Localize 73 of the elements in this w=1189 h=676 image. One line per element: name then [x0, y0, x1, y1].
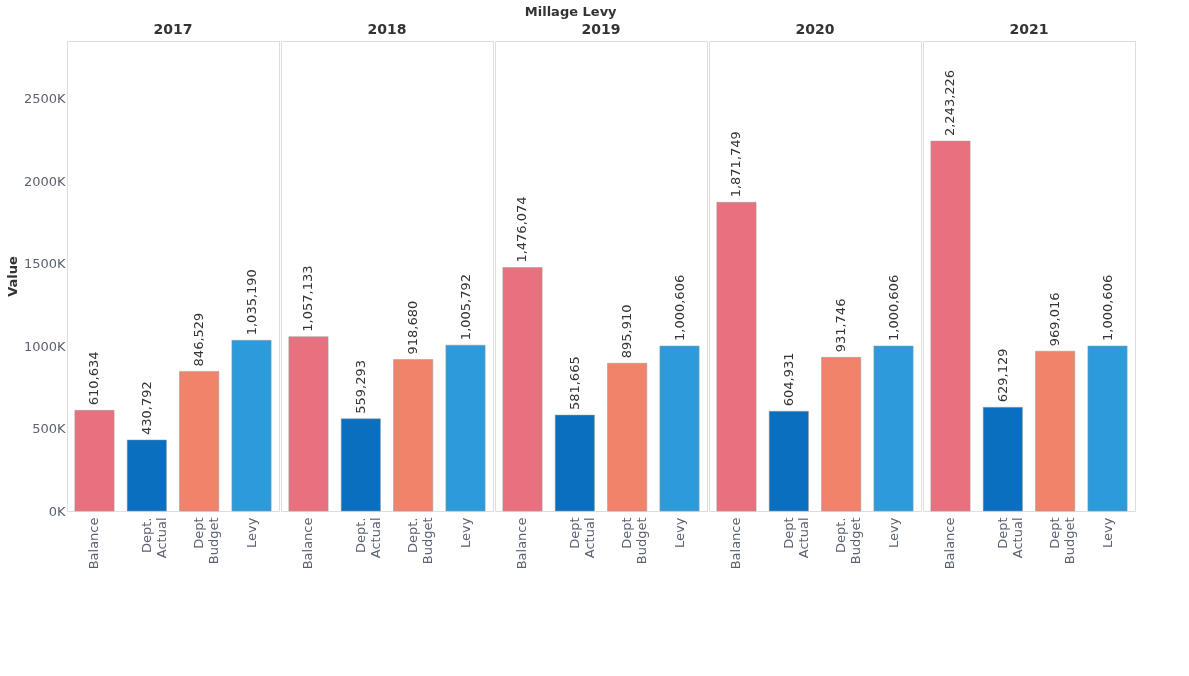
x-tick-label: Balance: [86, 517, 102, 570]
x-tick-label: Dept Actual: [566, 517, 597, 559]
data-label: 1,057,133: [300, 265, 316, 332]
data-label: 1,005,792: [457, 273, 473, 341]
bar: [930, 140, 971, 512]
data-label: 1,476,074: [514, 196, 530, 263]
data-label: 604,931: [780, 352, 796, 407]
text: Millage Levy: [524, 3, 618, 19]
x-tick-label: Levy: [1099, 517, 1115, 548]
data-label: 559,293: [352, 360, 368, 414]
x-tick-label: Levy: [243, 517, 259, 548]
chart-title: 2018: [367, 21, 407, 37]
bar: [445, 344, 486, 512]
bar: [288, 336, 329, 512]
x-tick-label: Dept Actual: [780, 517, 811, 559]
x-tick-label: Balance: [300, 517, 316, 570]
data-label: 1,035,190: [243, 269, 259, 336]
x-tick-label: Dept Budget: [619, 517, 650, 565]
x-tick-label: Dept Actual: [994, 517, 1025, 559]
x-tick-label: Balance: [728, 517, 744, 570]
data-label: 2,243,226: [942, 69, 958, 137]
data-label: 629,129: [994, 348, 1010, 403]
chart-title: 2021: [1009, 21, 1049, 37]
bar: [74, 410, 115, 512]
x-tick-label: Levy: [671, 517, 687, 548]
data-label: 931,746: [833, 298, 849, 353]
x-tick-label: Dept. Actual: [138, 517, 169, 559]
data-label: 430,792: [138, 381, 154, 435]
bar: [340, 418, 381, 512]
chart-title: 2020: [795, 21, 835, 37]
x-tick-label: Balance: [514, 517, 530, 570]
bar: [126, 439, 167, 512]
x-tick-label: Levy: [457, 517, 473, 548]
bar: [231, 340, 272, 512]
y-tick-label: 2500K: [23, 91, 66, 107]
bar: [982, 407, 1023, 512]
bar: [768, 410, 809, 512]
bar: [502, 267, 543, 512]
x-tick-label: Dept. Actual: [352, 517, 383, 559]
bar: [1035, 350, 1076, 512]
bar: [179, 371, 220, 512]
bar: [607, 363, 648, 512]
chart-title: 2019: [581, 21, 621, 37]
data-label: 918,680: [405, 300, 421, 355]
y-axis-title: Value: [4, 255, 20, 297]
x-tick-label: Dept. Budget: [405, 517, 436, 565]
data-label: 1,000,606: [885, 274, 901, 341]
chart-title: 2017: [153, 21, 193, 37]
data-label: 846,529: [191, 312, 207, 367]
x-tick-label: Balance: [942, 517, 958, 570]
bar: [873, 345, 914, 512]
bar: [393, 359, 434, 512]
bar: [1087, 345, 1128, 512]
x-tick-label: Dept Budget: [1047, 517, 1078, 565]
data-label: 581,665: [566, 356, 582, 411]
bar: [716, 202, 757, 512]
bar: [659, 345, 700, 512]
data-label: 1,000,606: [1099, 274, 1115, 341]
y-tick-label: 1500K: [23, 256, 66, 272]
data-label: 1,000,606: [671, 274, 687, 341]
y-tick-label: 0K: [48, 503, 66, 519]
y-tick-label: 500K: [32, 421, 66, 437]
x-tick-label: Levy: [885, 517, 901, 548]
data-label: 1,871,749: [728, 131, 744, 198]
data-label: 610,634: [86, 351, 102, 406]
y-tick-label: 1000K: [23, 338, 66, 354]
data-label: 895,910: [619, 304, 635, 359]
x-tick-label: Dept Budget: [191, 517, 222, 565]
bar: [554, 414, 595, 512]
data-label: 969,016: [1047, 292, 1063, 347]
x-tick-label: Dept. Budget: [833, 517, 864, 565]
y-tick-label: 2000K: [23, 173, 66, 189]
bar: [821, 357, 862, 512]
